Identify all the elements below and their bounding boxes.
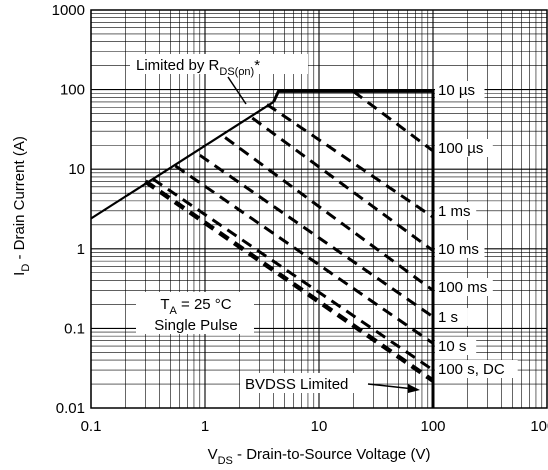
series-line-100-ms (198, 153, 434, 319)
series-label-1-ms: 1 ms (438, 203, 471, 220)
bvdss-group: BVDSS Limited (240, 373, 420, 393)
series-label-100-s: 100 µs (438, 140, 483, 157)
rds-annotation-group: Limited by RDS(on)* (130, 54, 308, 105)
series-label-1-s-bg (435, 308, 468, 326)
ta-rest: = 25 °C (177, 296, 232, 313)
series-label-10-ms-bg (435, 240, 485, 258)
bvdss-arrowhead (408, 384, 420, 393)
annotation-layer: 10 µs 100 µs 1 ms 10 ms 100 ms 1 s 10 s 100 s, … (130, 54, 518, 393)
series-label-10-s-bg (435, 81, 485, 99)
x-tick-label: 10 (311, 418, 328, 435)
series-label-10-s: 10 µs (438, 82, 475, 99)
series-label-100-ms-group: 100 ms (435, 278, 493, 296)
series-label-100-s-dc-group: 100 s, DC (435, 360, 518, 378)
series-label-100-s-group: 100 µs (435, 139, 493, 157)
y-tick-label: 0.01 (56, 400, 85, 417)
bvdss-bg (240, 373, 370, 393)
series-label-10-s: 10 s (438, 338, 466, 355)
series-label-100-ms-bg (435, 278, 493, 296)
y-tick-label: 10 (68, 161, 85, 178)
series-label-10-s-bg (435, 337, 477, 355)
series-label-1-s: 1 s (438, 309, 458, 326)
rds-label-sub: DS(on) (219, 66, 254, 78)
series-label-10-ms: 10 ms (438, 241, 479, 258)
rds-annotation-bg (130, 54, 308, 74)
rds-annotation-label: Limited by RDS(on)* (136, 57, 260, 78)
series-label-1-ms-group: 1 ms (435, 202, 477, 220)
rds-annotation-arrow (227, 76, 247, 105)
x-tick-label: 1 (201, 418, 209, 435)
plot-frame (90, 9, 548, 409)
ta-main: T (160, 296, 169, 313)
y-tick-label: 1 (77, 241, 85, 258)
x-tick-label: 0.1 (81, 418, 102, 435)
series-line-10-s (152, 177, 434, 372)
series-line-1-ms (251, 116, 434, 252)
series-label-100-s-dc: 100 s, DC (438, 361, 505, 378)
x-tick-label: 100 (420, 418, 445, 435)
y-tick-label: 1000 (52, 2, 85, 19)
series-label-10-ms-group: 10 ms (435, 240, 485, 258)
series-line-100-s (266, 103, 434, 219)
series-line-1-s (174, 164, 434, 345)
series-label-100-ms: 100 ms (438, 279, 487, 296)
series-line-10-s (352, 90, 434, 153)
series-label-1-s-group: 1 s (435, 308, 468, 326)
single-pulse-label: Single Pulse (154, 317, 237, 334)
rds-limit-line (90, 100, 275, 220)
bvdss-arrow-line (367, 383, 415, 390)
series-label-100-s-dc-bg (435, 360, 518, 378)
ta-sub: A (170, 305, 178, 317)
rds-label-suffix: * (254, 57, 260, 74)
y-axis-title: ID - Drain Current (A) (11, 136, 32, 276)
series-label-100-s-bg (435, 139, 493, 157)
y-tick-label: 0.1 (64, 320, 85, 337)
data-layer (90, 89, 435, 408)
bvdss-label: BVDSS Limited (245, 376, 348, 393)
ta-label: TA = 25 °C (160, 296, 231, 317)
series-line-100-s-dc (144, 179, 435, 383)
x-tick-label: 1000 (530, 418, 548, 435)
series-label-1-ms-bg (435, 202, 477, 220)
y-tick-label: 100 (60, 82, 85, 99)
series-label-10-s-group: 10 s (435, 337, 477, 355)
series-label-10-s-group: 10 µs (435, 81, 485, 99)
plot-border (90, 9, 548, 409)
rds-label-main: Limited by R (136, 57, 220, 74)
conditions-bg (136, 292, 254, 334)
x-axis-title: VDS - Drain-to-Source Voltage (V) (208, 446, 431, 467)
series-line-10-ms (224, 136, 434, 292)
